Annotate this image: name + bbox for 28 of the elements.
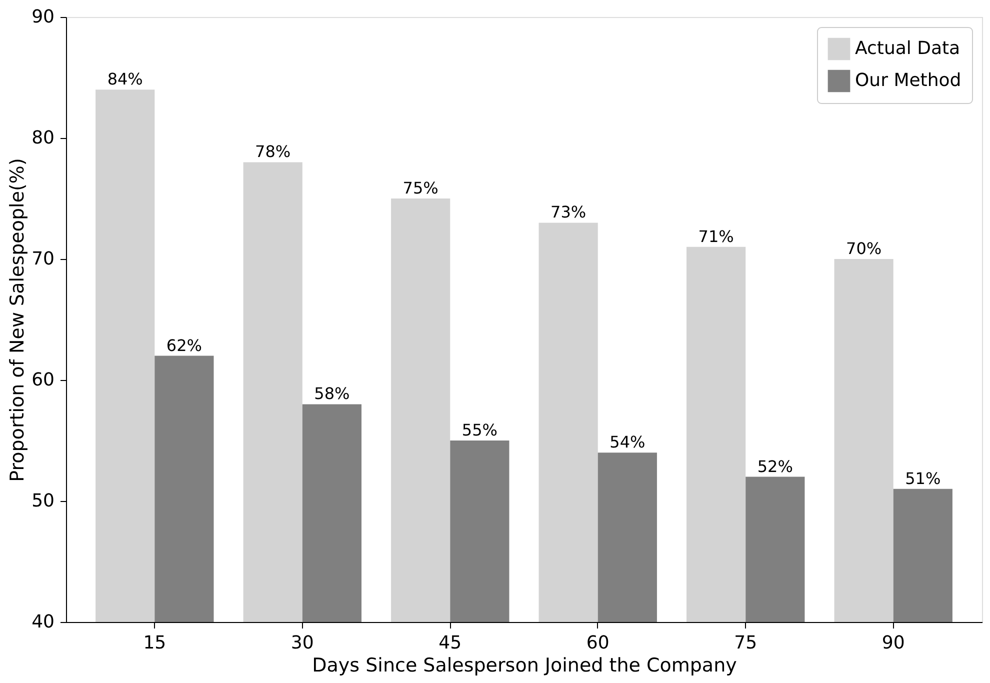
- x-tick-label: 90: [882, 632, 905, 654]
- data-label: 54%: [610, 432, 646, 452]
- x-axis-title: Days Since Salesperson Joined the Company: [312, 654, 737, 676]
- x-tick-label: 45: [438, 632, 462, 654]
- x-tick-label: 30: [290, 632, 314, 654]
- data-label: 71%: [698, 226, 734, 246]
- data-label: 62%: [166, 336, 202, 355]
- y-tick-label: 80: [32, 128, 54, 148]
- x-tick-label: 15: [143, 632, 166, 654]
- y-axis-title: Proportion of New Salespeople(%): [6, 158, 29, 482]
- y-tick-label: 40: [32, 612, 54, 632]
- data-label: 55%: [462, 420, 498, 440]
- data-label: 84%: [107, 70, 143, 89]
- y-tick-label: 70: [32, 248, 54, 270]
- x-tick-label: 60: [586, 632, 610, 654]
- y-tick-label: 50: [32, 490, 54, 512]
- y-tick-label: 60: [32, 370, 54, 390]
- data-label: 58%: [314, 384, 350, 404]
- data-label: 51%: [905, 468, 941, 488]
- legend-label: Our Method: [855, 70, 962, 91]
- data-label: 70%: [846, 239, 882, 258]
- data-label: 73%: [550, 202, 586, 222]
- legend-label: Actual Data: [855, 38, 960, 59]
- x-tick-label: 75: [734, 632, 758, 654]
- data-label: 52%: [757, 456, 793, 476]
- data-label: 75%: [402, 178, 438, 198]
- y-tick-label: 90: [32, 6, 54, 28]
- data-label: 78%: [255, 142, 291, 162]
